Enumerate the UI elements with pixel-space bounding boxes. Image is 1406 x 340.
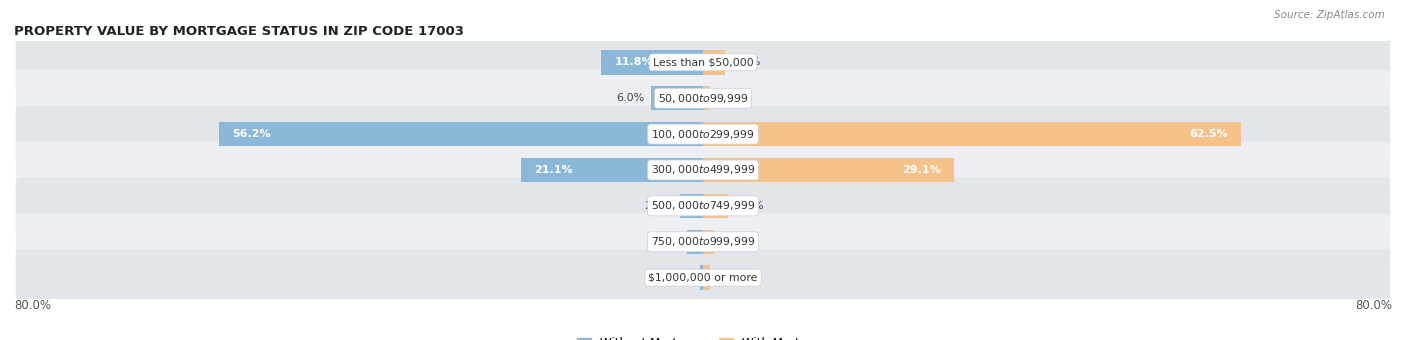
Text: 6.0%: 6.0% (616, 93, 644, 103)
FancyBboxPatch shape (15, 142, 1391, 198)
Text: $100,000 to $299,999: $100,000 to $299,999 (651, 128, 755, 141)
Bar (703, 158, 953, 182)
Text: $1,000,000 or more: $1,000,000 or more (648, 273, 758, 283)
Text: $750,000 to $999,999: $750,000 to $999,999 (651, 235, 755, 248)
FancyBboxPatch shape (15, 106, 1391, 163)
Text: 56.2%: 56.2% (232, 129, 270, 139)
Bar (679, 194, 703, 218)
Text: Less than $50,000: Less than $50,000 (652, 57, 754, 67)
FancyBboxPatch shape (15, 34, 1391, 91)
Text: PROPERTY VALUE BY MORTGAGE STATUS IN ZIP CODE 17003: PROPERTY VALUE BY MORTGAGE STATUS IN ZIP… (14, 25, 464, 38)
Bar (703, 230, 714, 254)
FancyBboxPatch shape (15, 177, 1391, 234)
FancyBboxPatch shape (15, 214, 1391, 270)
Text: 80.0%: 80.0% (14, 299, 51, 312)
Text: 2.7%: 2.7% (644, 201, 673, 211)
Text: 1.3%: 1.3% (721, 237, 749, 247)
Bar (688, 230, 703, 254)
Bar (703, 86, 710, 110)
FancyBboxPatch shape (15, 249, 1391, 306)
Bar (703, 194, 728, 218)
Bar (703, 266, 710, 290)
Text: $500,000 to $749,999: $500,000 to $749,999 (651, 199, 755, 212)
Text: 0.32%: 0.32% (658, 273, 693, 283)
Text: 2.9%: 2.9% (735, 201, 763, 211)
Text: 0.81%: 0.81% (717, 273, 752, 283)
Bar (602, 50, 703, 74)
Bar (703, 122, 1241, 146)
Text: 2.6%: 2.6% (733, 57, 761, 67)
Text: Source: ZipAtlas.com: Source: ZipAtlas.com (1274, 10, 1385, 20)
Bar (700, 266, 703, 290)
Bar (219, 122, 703, 146)
Bar (522, 158, 703, 182)
Bar (651, 86, 703, 110)
Text: 1.8%: 1.8% (652, 237, 681, 247)
Text: 11.8%: 11.8% (614, 57, 652, 67)
Text: 62.5%: 62.5% (1189, 129, 1229, 139)
Text: $50,000 to $99,999: $50,000 to $99,999 (658, 92, 748, 105)
Legend: Without Mortgage, With Mortgage: Without Mortgage, With Mortgage (576, 337, 830, 340)
Text: 21.1%: 21.1% (534, 165, 572, 175)
Text: 29.1%: 29.1% (901, 165, 941, 175)
Text: 0.81%: 0.81% (717, 93, 752, 103)
Text: $300,000 to $499,999: $300,000 to $499,999 (651, 164, 755, 176)
Text: 80.0%: 80.0% (1355, 299, 1392, 312)
Bar (703, 50, 725, 74)
FancyBboxPatch shape (15, 70, 1391, 126)
